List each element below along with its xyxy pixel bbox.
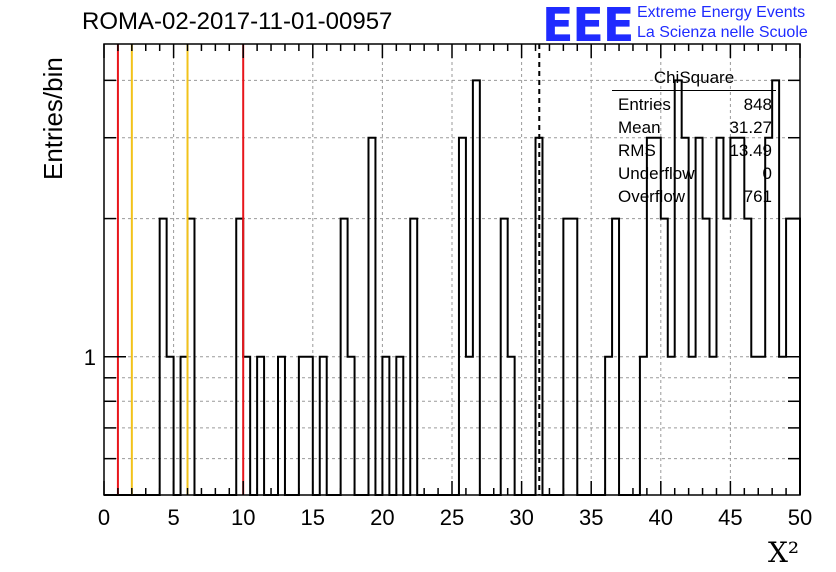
stats-label: Mean (618, 118, 661, 137)
histogram-bin (612, 219, 619, 495)
histogram-bin (703, 219, 710, 495)
histogram-bin (236, 219, 243, 495)
x-tick-label: 10 (231, 505, 255, 530)
histogram-bin (348, 357, 355, 495)
histogram-bin (299, 357, 306, 495)
stats-row-overflow: Overflow 761 (612, 185, 780, 208)
histogram-bin (341, 219, 348, 495)
x-tick-label: 5 (167, 505, 179, 530)
x-tick-label: 45 (718, 505, 742, 530)
x-tick-label: 30 (509, 505, 533, 530)
stats-value: 31.27 (729, 118, 772, 137)
stats-value: 0 (762, 164, 772, 183)
logo-text-line2: La Scienza nelle Scuole (637, 24, 808, 41)
histogram-bin (382, 357, 389, 495)
y-tick-label: 1 (84, 345, 96, 370)
histogram-bin (473, 80, 480, 495)
histogram-bin (605, 357, 612, 495)
histogram-bin (396, 357, 403, 495)
histogram-bin (278, 357, 285, 495)
chart-title: ROMA-02-2017-11-01-00957 (82, 8, 393, 35)
histogram-bin (410, 219, 417, 495)
histogram-bin (640, 357, 647, 495)
marker-lines (116, 44, 541, 495)
histogram-bin (188, 219, 195, 495)
x-tick-label: 35 (579, 505, 603, 530)
stats-value: 848 (743, 95, 772, 114)
x-axis-label: X² (768, 536, 800, 569)
histogram-bin (459, 138, 466, 495)
histogram-bin (508, 357, 515, 495)
histogram-bin (181, 357, 188, 495)
stats-row-entries: Entries 848 (612, 93, 780, 116)
stats-label: Underflow (618, 164, 695, 183)
x-tick-label: 25 (440, 505, 464, 530)
histogram-bin (306, 357, 313, 495)
histogram-bin (710, 357, 717, 495)
histogram-bin (779, 357, 786, 495)
stats-row-mean: Mean 31.27 (612, 116, 780, 139)
histogram-bin (751, 357, 758, 495)
x-tick-label: 20 (370, 505, 394, 530)
stats-label: Entries (618, 95, 671, 114)
histogram-bin (668, 357, 675, 495)
histogram-bin (689, 357, 696, 495)
stats-box: ChiSquare Entries 848 Mean 31.27 RMS 13.… (612, 68, 780, 208)
x-tick-label: 50 (788, 505, 812, 530)
axes: 0 5 10 15 20 25 30 35 40 45 50 1 (84, 43, 812, 530)
histogram-bin (243, 357, 250, 495)
histogram-bin (758, 357, 765, 495)
histogram-bin (570, 219, 577, 495)
stats-row-underflow: Underflow 0 (612, 162, 780, 185)
histogram-bin (466, 357, 473, 495)
y-axis-label-wrap: Entries/bin (4, 57, 68, 190)
x-tick-label: 0 (98, 505, 110, 530)
x-tick-label: 15 (301, 505, 325, 530)
grid-lines (104, 44, 800, 495)
x-tick-label: 40 (649, 505, 673, 530)
y-axis-label: Entries/bin (38, 57, 68, 180)
histogram-bin (723, 219, 730, 495)
logo-text-line1: Extreme Energy Events (637, 4, 806, 21)
histogram-bin (320, 357, 327, 495)
stats-title: ChiSquare (612, 68, 776, 91)
histogram-bin (501, 219, 508, 495)
histogram-bin (257, 357, 264, 495)
histogram-bin (167, 357, 174, 495)
stats-label: RMS (618, 141, 656, 160)
histogram-bin (160, 219, 167, 495)
stats-label: Overflow (618, 187, 686, 206)
stats-value: 13.49 (729, 141, 772, 160)
stats-row-rms: RMS 13.49 (612, 139, 780, 162)
histogram-bin (563, 219, 570, 495)
stats-value: 761 (743, 187, 772, 206)
eee-logo: EEE (542, 0, 634, 52)
histogram-bin (744, 219, 751, 495)
histogram-bin (368, 138, 375, 495)
histogram-bin (661, 219, 668, 495)
